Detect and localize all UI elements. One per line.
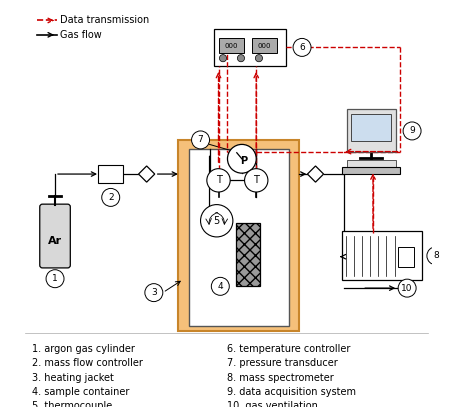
Circle shape — [398, 279, 416, 297]
Circle shape — [228, 144, 256, 173]
Circle shape — [211, 277, 229, 295]
Circle shape — [201, 205, 233, 237]
Text: 7: 7 — [198, 136, 203, 144]
Text: 000: 000 — [257, 43, 271, 48]
Text: 6. temperature controller: 6. temperature controller — [228, 344, 351, 354]
Text: 6: 6 — [299, 43, 305, 52]
Circle shape — [245, 168, 268, 192]
Bar — [214, 28, 286, 66]
Text: 8: 8 — [433, 251, 439, 260]
Circle shape — [207, 168, 230, 192]
Text: 9: 9 — [409, 127, 415, 136]
Bar — [252, 38, 277, 53]
Circle shape — [237, 55, 245, 62]
Text: T: T — [216, 175, 222, 185]
Text: Ar: Ar — [48, 236, 62, 245]
Circle shape — [219, 55, 227, 62]
Circle shape — [427, 247, 445, 265]
Bar — [218, 38, 244, 53]
Bar — [342, 231, 422, 280]
Bar — [342, 167, 400, 174]
Bar — [236, 223, 260, 287]
Text: 7. pressure transducer: 7. pressure transducer — [228, 358, 338, 368]
Bar — [351, 114, 392, 141]
Bar — [178, 140, 300, 331]
Circle shape — [403, 122, 421, 140]
Text: Gas flow: Gas flow — [60, 30, 102, 40]
Circle shape — [256, 55, 262, 62]
Circle shape — [293, 38, 311, 57]
Polygon shape — [307, 166, 324, 182]
Text: 1. argon gas cylinder: 1. argon gas cylinder — [32, 344, 135, 354]
Text: 000: 000 — [224, 43, 238, 48]
Text: 4. sample container: 4. sample container — [32, 387, 129, 397]
Text: 5: 5 — [213, 216, 220, 226]
Bar — [347, 109, 396, 153]
Circle shape — [102, 188, 120, 206]
Bar — [398, 247, 414, 267]
Bar — [98, 165, 123, 183]
Bar — [347, 160, 396, 167]
Text: 10: 10 — [401, 284, 413, 293]
Polygon shape — [139, 166, 155, 182]
Text: 10. gas ventilation: 10. gas ventilation — [228, 401, 318, 407]
Text: 5. thermocouple: 5. thermocouple — [32, 401, 112, 407]
Text: 8. mass spectrometer: 8. mass spectrometer — [228, 372, 334, 383]
Circle shape — [46, 270, 64, 288]
FancyBboxPatch shape — [40, 204, 70, 268]
Text: 1: 1 — [52, 274, 58, 283]
Text: 2: 2 — [108, 193, 114, 202]
Text: Data transmission: Data transmission — [60, 15, 150, 26]
Text: P: P — [240, 155, 247, 166]
Text: 3: 3 — [151, 288, 157, 297]
Text: T: T — [253, 175, 259, 185]
Circle shape — [191, 131, 209, 149]
Text: 2. mass flow controller: 2. mass flow controller — [32, 358, 142, 368]
Text: 3. heating jacket: 3. heating jacket — [32, 372, 114, 383]
Bar — [189, 149, 289, 326]
Circle shape — [145, 284, 163, 302]
Text: 9. data acquisition system: 9. data acquisition system — [228, 387, 356, 397]
Text: 4: 4 — [218, 282, 223, 291]
